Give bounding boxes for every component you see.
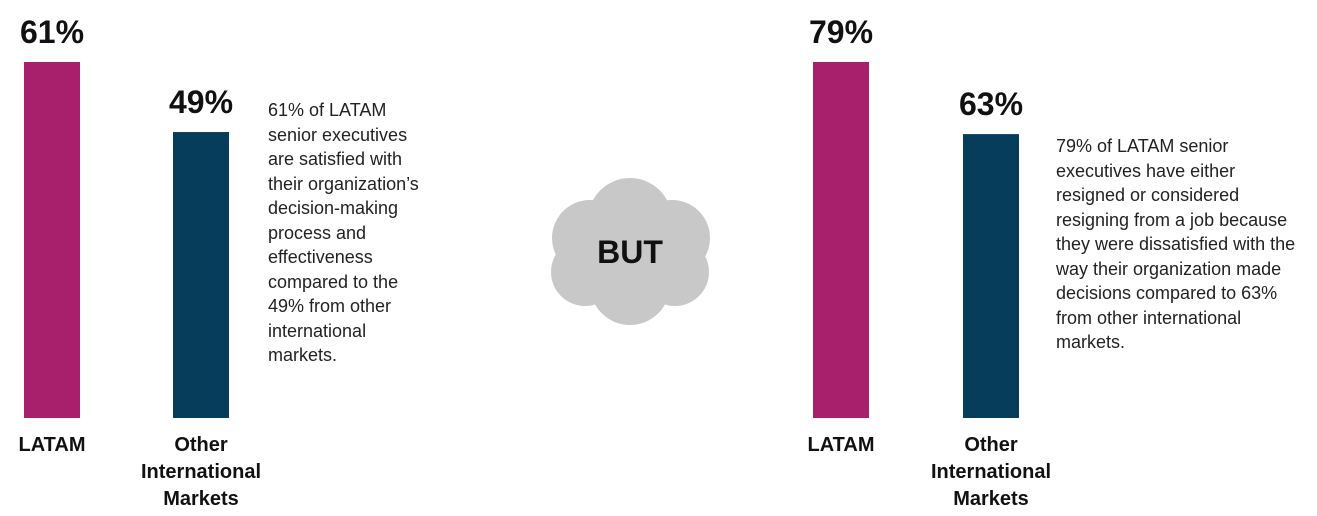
category-label: Other International Markets bbox=[140, 434, 261, 510]
cloud bbox=[551, 178, 710, 325]
value-label: 61% bbox=[19, 14, 85, 50]
bar bbox=[173, 132, 229, 419]
value-label: 49% bbox=[168, 84, 234, 121]
annotation: 79% of LATAM senior executives have eith… bbox=[1056, 136, 1296, 352]
annotation: 61% of LATAM senior executives are satis… bbox=[268, 100, 419, 365]
value-label: 63% bbox=[958, 86, 1024, 123]
bar bbox=[963, 134, 1019, 419]
value-label: 79% bbox=[808, 14, 874, 50]
bar bbox=[813, 62, 869, 418]
category-label: LATAM bbox=[18, 434, 86, 456]
bar bbox=[24, 62, 80, 418]
category-label: Other International Markets bbox=[930, 434, 1051, 510]
category-label: LATAM bbox=[807, 434, 875, 456]
connector-label: BUT bbox=[597, 234, 663, 270]
